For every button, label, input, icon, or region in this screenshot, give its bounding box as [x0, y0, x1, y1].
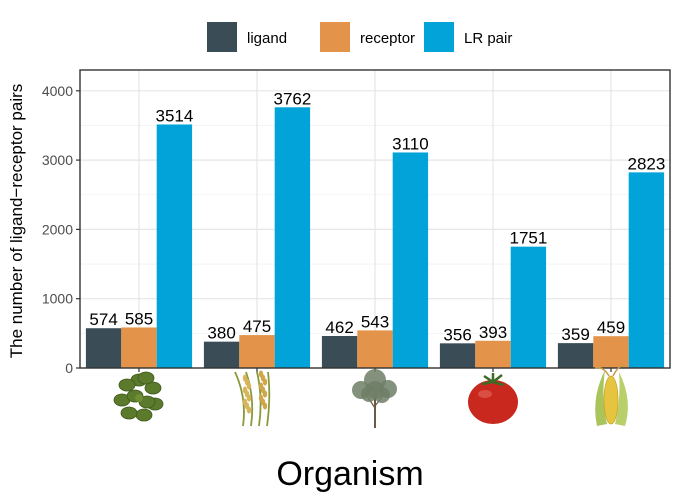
data-label: 3110: [392, 134, 429, 153]
legend-key-receptor: [320, 22, 350, 52]
bar-ligand: [321, 335, 358, 368]
bar-lr-pair: [274, 107, 311, 368]
legend-label: receptor: [360, 30, 415, 47]
legend-label: LR pair: [464, 30, 512, 47]
data-label: 356: [443, 325, 471, 344]
data-labels: 574 585 3514 380 475 3762 462 543 3110 356 393 1751…: [89, 89, 665, 344]
y-tick-label: 2000: [42, 221, 73, 237]
bars: [85, 107, 665, 369]
data-label: 380: [207, 324, 235, 343]
y-axis-label: The number of ligand−receptor pairs: [7, 84, 26, 359]
data-label: 585: [125, 309, 153, 328]
rice-panicle-icon: [234, 370, 271, 427]
category-icons: [113, 364, 628, 428]
legend-label: ligand: [247, 30, 287, 47]
bar-ligand: [439, 343, 476, 368]
data-label: 3762: [273, 89, 311, 108]
bar-ligand: [203, 341, 240, 368]
poplar-tree-icon: [352, 369, 397, 428]
y-tick-label: 3000: [42, 152, 73, 168]
legend-key-lr-pair: [424, 22, 454, 52]
bar-ligand: [557, 343, 594, 368]
y-tick-label: 1000: [42, 291, 73, 307]
tomato-icon: [468, 373, 518, 424]
legend: ligand receptor LR pair: [207, 22, 512, 52]
maize-cob-icon: [594, 364, 628, 426]
bar-receptor: [593, 336, 629, 368]
legend-key-ligand: [207, 22, 237, 52]
bar-ligand: [85, 328, 122, 368]
bar-receptor: [239, 335, 275, 368]
data-label: 2823: [627, 154, 665, 173]
data-label: 359: [561, 325, 589, 344]
y-axis: 0 1000 2000 3000 4000: [42, 83, 612, 376]
bar-receptor: [357, 330, 393, 368]
data-label: 459: [597, 318, 625, 337]
data-label: 3514: [155, 106, 193, 125]
bar-lr-pair: [628, 172, 665, 368]
y-tick-label: 4000: [42, 83, 73, 99]
bar-lr-pair: [156, 124, 193, 369]
bar-receptor: [121, 327, 157, 368]
data-label: 475: [243, 317, 271, 336]
y-tick-label: 0: [65, 360, 73, 376]
bar-lr-pair: [392, 152, 429, 368]
x-axis-label: Organism: [276, 455, 423, 493]
data-label: 1751: [509, 229, 547, 248]
data-label: 393: [479, 323, 507, 342]
bar-receptor: [475, 340, 511, 368]
data-label: 462: [325, 318, 353, 337]
arabidopsis-rosette-icon: [113, 371, 164, 422]
data-label: 574: [89, 310, 117, 329]
data-label: 543: [361, 312, 389, 331]
bar-lr-pair: [510, 246, 547, 368]
